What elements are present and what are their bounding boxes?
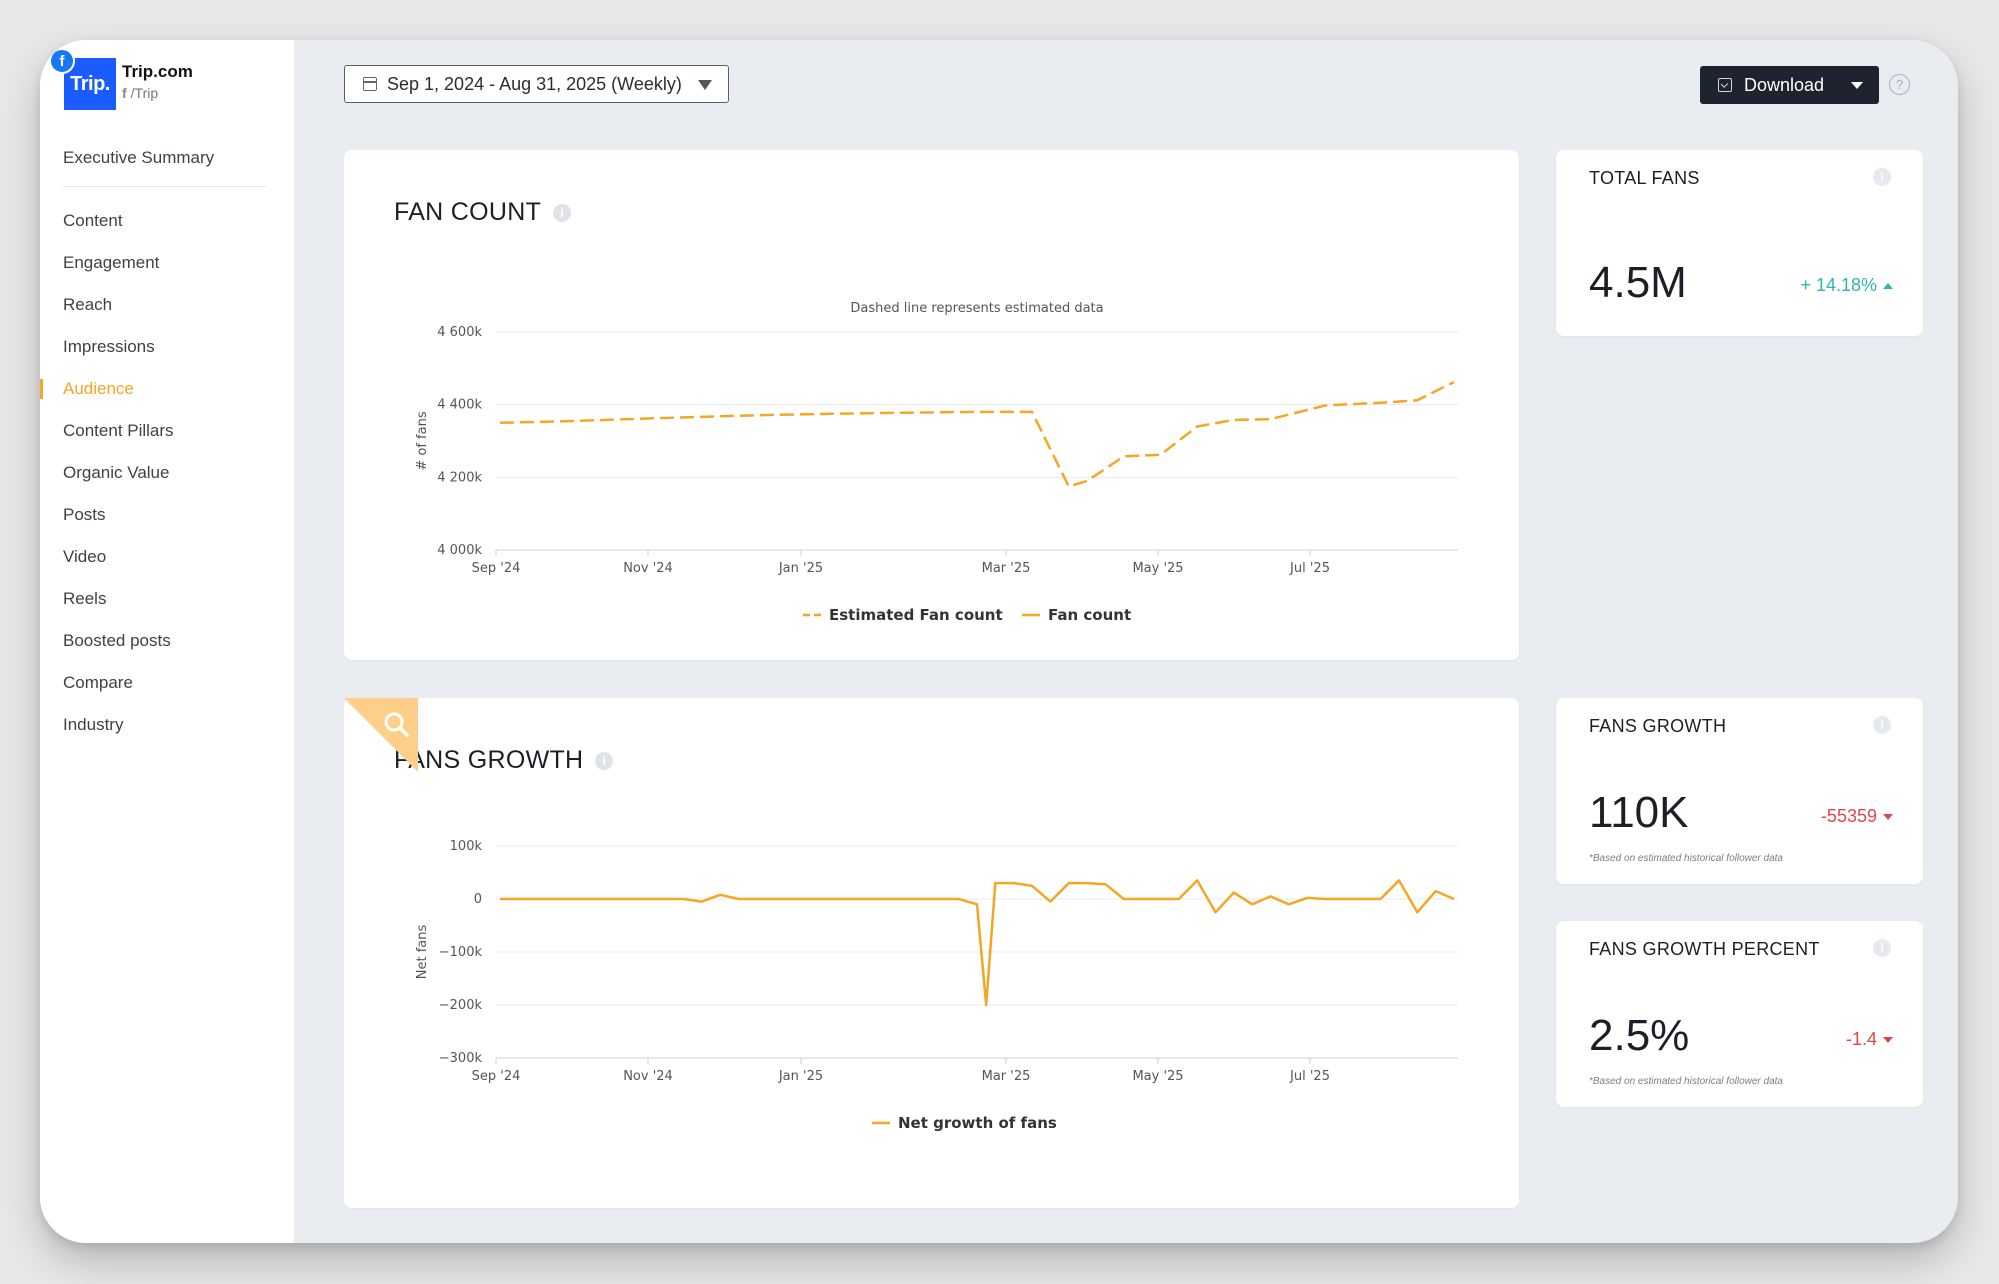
x-tick-label: May '25 <box>1132 1069 1183 1084</box>
series-line-0 <box>499 380 1455 488</box>
y-tick-label: 4 200k <box>437 470 482 485</box>
y-axis-label: Net fans <box>415 925 430 980</box>
info-icon[interactable]: i <box>1873 939 1891 957</box>
fan-count-title: FAN COUNT i <box>394 198 572 227</box>
series-line-0 <box>500 879 1455 1007</box>
sidebar-item-posts[interactable]: Posts <box>63 505 106 524</box>
y-axis-label: # of fans <box>415 411 430 470</box>
zoom-corner-icon[interactable] <box>344 698 418 772</box>
x-tick-label: Sep '24 <box>472 561 521 576</box>
date-range-picker[interactable]: Sep 1, 2024 - Aug 31, 2025 (Weekly) <box>344 65 729 103</box>
fans-growth-title: FANS GROWTH i <box>394 746 614 775</box>
sidebar-nav: Content Engagement Reach Impressions Aud… <box>40 200 294 746</box>
x-tick-label: Sep '24 <box>472 1069 521 1084</box>
sidebar: Trip. f Trip.com f/Trip Executive Summar… <box>40 40 294 1243</box>
fans-growth-chart: −300k −200k −100k 0 100k Sep '24 Nov '24 Jan '2… <box>415 839 1458 1132</box>
brand-header[interactable]: Trip. f Trip.com f/Trip <box>49 48 284 128</box>
chevron-down-icon <box>698 80 712 90</box>
brand-handle-text: /Trip <box>130 85 159 101</box>
y-tick-label: −200k <box>439 998 483 1013</box>
total-fans-card: TOTAL FANS i 4.5M + 14.18% <box>1556 150 1923 336</box>
x-tick-label: Jul '25 <box>1289 561 1330 576</box>
fan-count-chart: Dashed line represents estimated data 4 0… <box>415 301 1458 624</box>
total-fans-change: + 14.18% <box>1800 275 1893 296</box>
total-fans-value: 4.5M <box>1589 258 1687 307</box>
total-fans-change-value: + 14.18% <box>1800 275 1877 295</box>
calendar-icon <box>363 77 377 91</box>
fans-growth-note: *Based on estimated historical follower … <box>1589 853 1783 864</box>
y-tick-label: 100k <box>450 839 483 854</box>
x-tick-label: Jul '25 <box>1289 1069 1330 1084</box>
fans-growth-percent-change: -1.4 <box>1846 1029 1893 1050</box>
sidebar-item-video[interactable]: Video <box>63 547 107 566</box>
y-tick-label: 4 600k <box>437 325 482 340</box>
download-icon <box>1718 78 1732 92</box>
facebook-icon: f <box>49 48 75 74</box>
fan-count-title-text: FAN COUNT <box>394 198 542 226</box>
fans-growth-card: FANS GROWTH i −300k −200k −100k 0 100k Sep '24… <box>344 698 1519 1208</box>
legend-label: Net growth of fans <box>898 1114 1057 1132</box>
y-tick-label: 4 000k <box>437 543 482 558</box>
fans-growth-metric-value: 110K <box>1589 788 1689 837</box>
help-icon[interactable]: ? <box>1889 74 1910 95</box>
fans-growth-percent-note: *Based on estimated historical follower … <box>1589 1076 1783 1087</box>
sidebar-divider <box>63 186 266 187</box>
sidebar-item-engagement[interactable]: Engagement <box>63 253 160 272</box>
brand-name: Trip.com <box>122 62 193 81</box>
y-tick-label: −300k <box>439 1051 483 1066</box>
trend-down-icon <box>1883 1037 1893 1044</box>
x-tick-label: Jan '25 <box>778 1069 823 1084</box>
sidebar-item-organic-value[interactable]: Organic Value <box>63 463 170 482</box>
y-tick-label: 0 <box>474 892 482 907</box>
fan-count-card: FAN COUNT i Dashed line represents estima… <box>344 150 1519 660</box>
trend-up-icon <box>1883 283 1893 290</box>
sidebar-item-impressions[interactable]: Impressions <box>63 337 155 356</box>
fans-growth-percent-title: FANS GROWTH PERCENT <box>1589 939 1820 959</box>
x-tick-label: Mar '25 <box>982 561 1031 576</box>
trend-down-icon <box>1883 814 1893 821</box>
fans-growth-metric-title: FANS GROWTH <box>1589 716 1727 736</box>
app-window: Trip. f Trip.com f/Trip Executive Summar… <box>40 40 1958 1243</box>
fans-growth-change-value: -55359 <box>1820 806 1877 826</box>
info-icon[interactable]: i <box>1873 716 1891 734</box>
x-tick-label: May '25 <box>1132 561 1183 576</box>
sidebar-item-reels[interactable]: Reels <box>63 589 107 608</box>
sidebar-item-compare[interactable]: Compare <box>63 673 133 692</box>
x-tick-label: Jan '25 <box>778 561 823 576</box>
sidebar-item-content[interactable]: Content <box>63 211 123 230</box>
sidebar-item-industry[interactable]: Industry <box>63 715 124 734</box>
y-tick-label: 4 400k <box>437 398 482 413</box>
fans-growth-metric-card: FANS GROWTH i 110K -55359 *Based on esti… <box>1556 698 1923 884</box>
info-icon[interactable]: i <box>595 752 614 771</box>
fans-growth-percent-change-value: -1.4 <box>1845 1029 1877 1049</box>
brand-logo: Trip. <box>64 58 116 110</box>
chart-subtitle: Dashed line represents estimated data <box>850 301 1103 316</box>
sidebar-item-executive-summary[interactable]: Executive Summary <box>63 148 215 167</box>
fans-growth-metric-change: -55359 <box>1821 806 1893 827</box>
sidebar-item-boosted-posts[interactable]: Boosted posts <box>63 631 171 650</box>
x-tick-label: Nov '24 <box>623 1069 673 1084</box>
sidebar-item-content-pillars[interactable]: Content Pillars <box>63 421 174 440</box>
sidebar-item-reach[interactable]: Reach <box>63 295 113 314</box>
facebook-small-icon: f <box>122 85 127 101</box>
fans-growth-percent-card: FANS GROWTH PERCENT i 2.5% -1.4 *Based o… <box>1556 921 1923 1107</box>
y-tick-label: −100k <box>439 945 483 960</box>
info-icon[interactable]: i <box>1873 168 1891 186</box>
legend-label: Estimated Fan count <box>829 606 1003 624</box>
x-tick-label: Nov '24 <box>623 561 673 576</box>
legend-label: Fan count <box>1048 606 1131 624</box>
download-label: Download <box>1744 74 1825 95</box>
date-range-label: Sep 1, 2024 - Aug 31, 2025 (Weekly) <box>387 73 682 94</box>
download-dropdown-icon[interactable] <box>1851 82 1863 89</box>
brand-handle: f/Trip <box>122 85 158 101</box>
x-tick-label: Mar '25 <box>982 1069 1031 1084</box>
fans-growth-title-text: FANS GROWTH <box>394 746 584 774</box>
info-icon[interactable]: i <box>553 204 572 223</box>
download-button[interactable]: Download <box>1700 66 1879 104</box>
fans-growth-percent-value: 2.5% <box>1589 1011 1690 1060</box>
sidebar-item-audience[interactable]: Audience <box>40 368 294 410</box>
total-fans-title: TOTAL FANS <box>1589 168 1700 188</box>
